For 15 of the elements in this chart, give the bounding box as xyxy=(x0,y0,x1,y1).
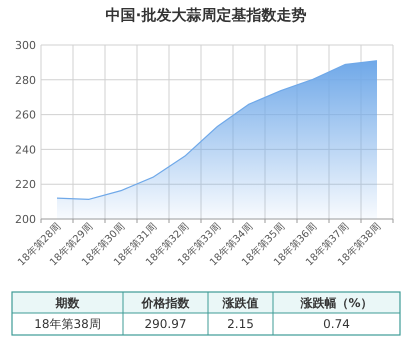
text: 290.97 xyxy=(144,317,186,331)
text: 涨跌幅（%） xyxy=(299,296,373,310)
chart-title: 中国·批发大蒜周定基指数走势 xyxy=(106,6,306,24)
y-tick-label: 280 xyxy=(15,74,36,87)
text: 2.15 xyxy=(227,317,254,331)
text: 18年第38周 xyxy=(34,317,101,331)
y-tick-label: 300 xyxy=(15,39,36,52)
y-tick-label: 260 xyxy=(15,108,36,122)
text: 涨跌值 xyxy=(222,296,258,310)
text: 0.74 xyxy=(323,317,350,331)
text: 价格指数 xyxy=(140,296,190,310)
y-tick-label: 200 xyxy=(15,213,36,226)
text: 期数 xyxy=(54,296,80,310)
y-tick-label: 240 xyxy=(15,143,36,156)
y-tick-label: 220 xyxy=(15,178,36,192)
